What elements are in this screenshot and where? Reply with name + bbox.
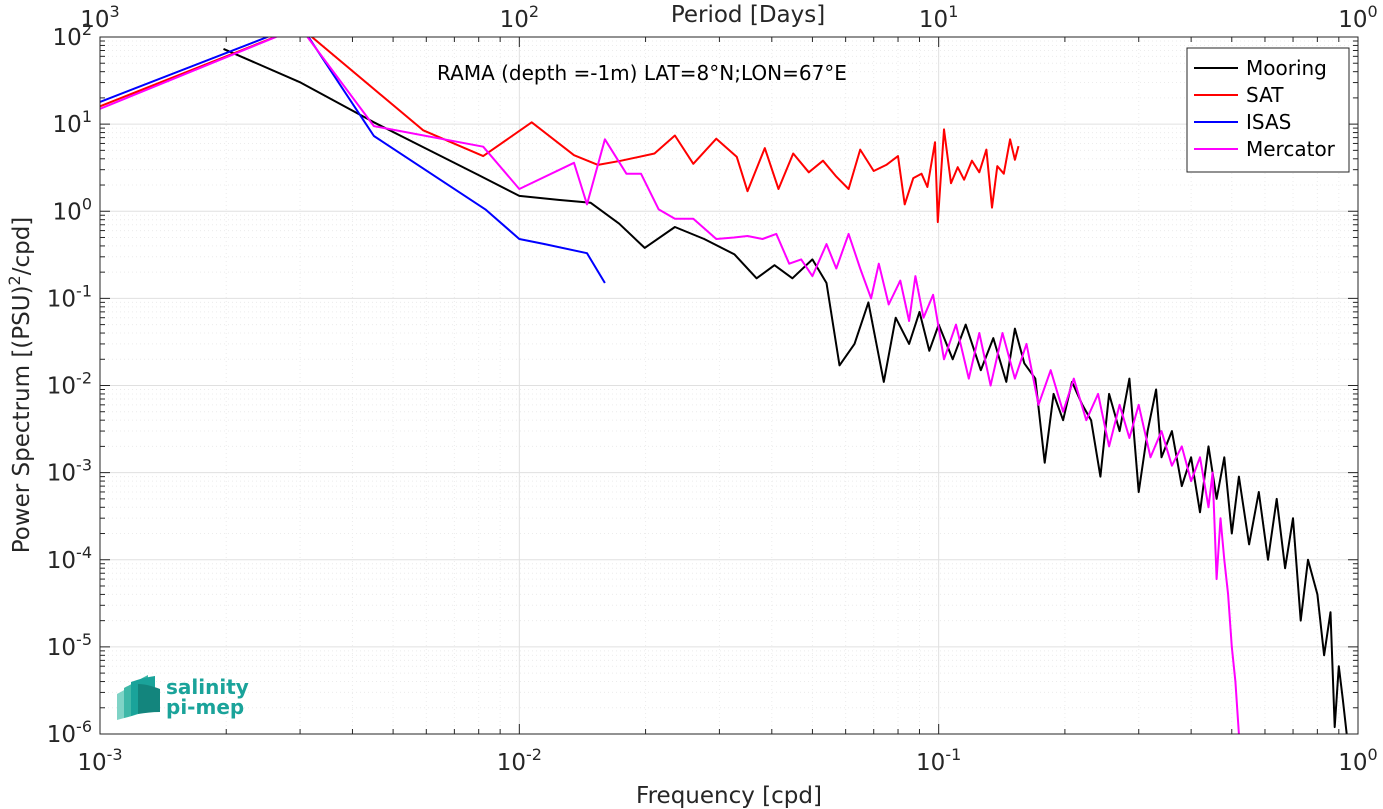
series-lines xyxy=(100,37,1348,734)
y-tick-label: 10-5 xyxy=(47,630,92,661)
legend-label-mercator: Mercator xyxy=(1246,137,1336,161)
y-tick-label: 101 xyxy=(53,107,92,138)
top-tick-label: 101 xyxy=(919,2,958,33)
grid xyxy=(100,37,1358,734)
y-tick-label: 10-4 xyxy=(47,543,92,574)
logo-line-2: pi-mep xyxy=(166,695,244,719)
x-tick-label: 10-2 xyxy=(497,745,542,776)
x-tick-label: 100 xyxy=(1338,745,1377,776)
legend: Mooring SAT ISAS Mercator xyxy=(1186,47,1350,173)
y-tick-label: 10-2 xyxy=(47,369,92,400)
x-axis-title: Frequency [cpd] xyxy=(636,783,822,809)
y-tick-label: 100 xyxy=(53,194,92,225)
x-tick-label: 10-1 xyxy=(916,745,961,776)
top-tick-label: 103 xyxy=(80,2,119,33)
top-tick-label: 102 xyxy=(500,2,539,33)
y-tick-label: 10-6 xyxy=(47,717,92,748)
y-axis-title: Power Spectrum [(PSU)2/cpd] xyxy=(5,217,35,554)
y-tick-label: 10-3 xyxy=(47,456,92,487)
series-line-mercator xyxy=(100,37,1240,734)
series-line-sat xyxy=(100,37,1020,224)
logo-waves-icon xyxy=(117,675,160,720)
y-tick-label: 10-1 xyxy=(47,281,92,312)
x-tick-label: 10-3 xyxy=(77,745,122,776)
legend-label-sat: SAT xyxy=(1246,83,1284,107)
legend-label-mooring: Mooring xyxy=(1246,56,1327,80)
chart-title: RAMA (depth =-1m) LAT=8°N;LON=67°E xyxy=(437,61,847,85)
top-tick-label: 100 xyxy=(1338,2,1377,33)
logo-line-1: salinity xyxy=(166,675,249,699)
salinity-pi-mep-logo: salinity pi-mep xyxy=(117,675,249,720)
y-tick-label: 102 xyxy=(53,20,92,51)
legend-label-isas: ISAS xyxy=(1246,110,1291,134)
axis-ticks xyxy=(99,36,1359,735)
top-axis-title: Period [Days] xyxy=(671,2,825,28)
series-line-mooring xyxy=(223,47,1348,734)
